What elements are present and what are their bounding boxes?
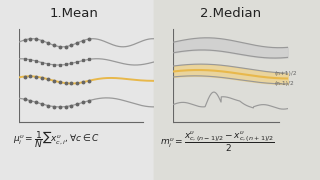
Text: (n+1)/2: (n+1)/2: [274, 71, 297, 76]
Text: (n-1)/2: (n-1)/2: [274, 81, 294, 86]
Text: 2.Median: 2.Median: [200, 7, 261, 20]
Text: $m_i^{\upsilon} = \dfrac{x_{c,(n-1)/2}^{\upsilon} - x_{c,(n+1)/2}^{\upsilon}}{2}: $m_i^{\upsilon} = \dfrac{x_{c,(n-1)/2}^{…: [160, 130, 275, 154]
Text: 1.Mean: 1.Mean: [49, 7, 98, 20]
Text: $\mu_i^{\upsilon} = \dfrac{1}{N}\sum x_{c,i}^{\upsilon}, \forall c \in C$: $\mu_i^{\upsilon} = \dfrac{1}{N}\sum x_{…: [13, 130, 100, 150]
